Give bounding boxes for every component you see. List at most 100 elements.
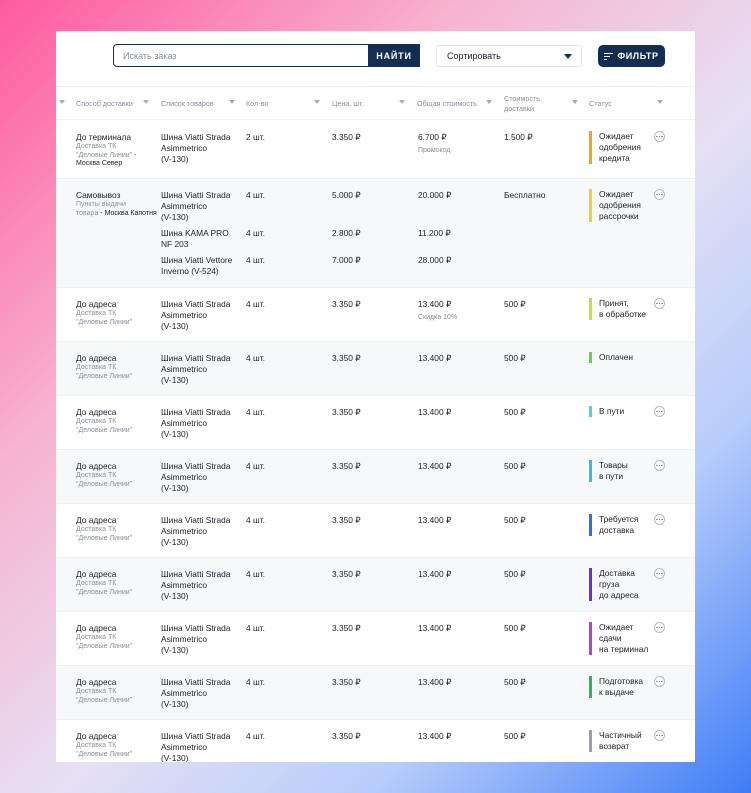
delivery-method-detail: Доставка ТК "Деловые Линии"	[76, 364, 133, 380]
table-row[interactable]: До адреса Доставка ТК "Деловые Линии" Шина …	[56, 342, 695, 396]
delivery-cost: 500 ₽	[504, 677, 526, 687]
more-options-icon[interactable]	[654, 568, 665, 579]
delivery-cost: 500 ₽	[504, 461, 526, 471]
quantity: 4 шт.	[246, 228, 265, 238]
sort-arrow-icon[interactable]	[399, 100, 405, 104]
delivery-cost: 500 ₽	[504, 299, 526, 309]
sort-arrow-icon[interactable]	[59, 100, 65, 104]
product-name[interactable]: Шина Viatti Vettore Inverno (V-524)	[161, 255, 233, 276]
unit-price: 2.800 ₽	[332, 228, 361, 238]
unit-price: 3.350 ₽	[332, 677, 361, 687]
more-options-icon[interactable]	[654, 131, 665, 142]
delivery-method: До адреса Доставка ТК "Деловые Линии"	[76, 569, 160, 597]
delivery-method: До адреса Доставка ТК "Деловые Линии"	[76, 407, 160, 435]
delivery-method-detail: Доставка ТК "Деловые Линии"	[76, 418, 133, 434]
table-row[interactable]: До адреса Доставка ТК "Деловые Линии" Шина …	[56, 720, 695, 762]
quantity: 4 шт.	[246, 677, 265, 687]
total-cost: 6.700 ₽ Промокод	[418, 132, 451, 154]
table-row[interactable]: До терминала Доставка ТК "Деловые Линии" -…	[56, 121, 695, 179]
delivery-cost: 500 ₽	[504, 731, 526, 741]
filter-button[interactable]: ФИЛЬТР	[598, 45, 665, 67]
unit-price: 3.350 ₽	[332, 132, 361, 142]
status-badge: Принят, в обработке	[589, 298, 646, 320]
total-cost: 13.400 ₽	[418, 731, 452, 741]
unit-price: 3.350 ₽	[332, 407, 361, 417]
product-name[interactable]: Шина Viatti Strada Asimmetrico (V-130)	[161, 132, 231, 164]
sort-arrow-icon[interactable]	[314, 100, 320, 104]
quantity: 4 шт.	[246, 299, 265, 309]
delivery-method-title: До адреса	[76, 299, 117, 309]
product-name[interactable]: Шина Viatti Strada Asimmetrico (V-130)	[161, 299, 231, 331]
delivery-method: До адреса Доставка ТК "Деловые Линии"	[76, 731, 160, 759]
quantity: 2 шт.	[246, 132, 265, 142]
delivery-method-title: Самовывоз	[76, 190, 121, 200]
more-options-icon[interactable]	[654, 622, 665, 633]
unit-price: 3.350 ₽	[332, 569, 361, 579]
column-header-delivery-cost: Стоимость доставки	[504, 94, 540, 113]
sort-arrow-icon[interactable]	[657, 100, 663, 104]
delivery-cost: 500 ₽	[504, 515, 526, 525]
delivery-method: Самовывоз Пункты выдачи товара - Москва Ка…	[76, 190, 160, 218]
product-name[interactable]: Шина Viatti Strada Asimmetrico (V-130)	[161, 677, 231, 709]
sort-arrow-icon[interactable]	[486, 100, 492, 104]
sort-arrow-icon[interactable]	[143, 100, 149, 104]
search-button[interactable]: НАЙТИ	[368, 44, 420, 67]
status-badge: Оплачен	[589, 352, 633, 363]
product-name[interactable]: Шина Viatti Strada Asimmetrico (V-130)	[161, 407, 231, 439]
more-options-icon[interactable]	[654, 514, 665, 525]
quantity: 4 шт.	[246, 623, 265, 633]
delivery-method-detail: Доставка ТК "Деловые Линии"	[76, 472, 133, 488]
sort-dropdown[interactable]: Сортировать	[436, 45, 582, 67]
filter-label: ФИЛЬТР	[617, 51, 659, 61]
quantity: 4 шт.	[246, 190, 265, 200]
table-row[interactable]: До адреса Доставка ТК "Деловые Линии" Шина …	[56, 450, 695, 504]
toolbar: НАЙТИ Сортировать ФИЛЬТР	[56, 31, 695, 86]
table-row[interactable]: До адреса Доставка ТК "Деловые Линии" Шина …	[56, 504, 695, 558]
delivery-method-detail: Пункты выдачи товара - Москва Капотня	[76, 201, 157, 217]
status-badge: Частичный возврат	[589, 730, 642, 752]
filter-icon	[604, 52, 614, 60]
table-row[interactable]: До адреса Доставка ТК "Деловые Линии" Шина …	[56, 612, 695, 666]
table-row[interactable]: До адреса Доставка ТК "Деловые Линии" Шина …	[56, 396, 695, 450]
product-name[interactable]: Шина Viatti Strada Asimmetrico (V-130)	[161, 461, 231, 493]
table-row[interactable]: До адреса Доставка ТК "Деловые Линии" Шина …	[56, 288, 695, 342]
more-options-icon[interactable]	[654, 406, 665, 417]
delivery-method: До адреса Доставка ТК "Деловые Линии"	[76, 461, 160, 489]
column-header-price: Цена, шт.	[332, 99, 364, 108]
search-input[interactable]	[113, 44, 420, 67]
delivery-method-detail: Доставка ТК "Деловые Линии"	[76, 688, 133, 704]
more-options-icon[interactable]	[654, 676, 665, 687]
more-options-icon[interactable]	[654, 189, 665, 200]
unit-price: 3.350 ₽	[332, 623, 361, 633]
table-row[interactable]: До адреса Доставка ТК "Деловые Линии" Шина …	[56, 558, 695, 612]
delivery-method-title: До адреса	[76, 569, 117, 579]
delivery-method-detail: Доставка ТК "Деловые Линии" - Москва Севе…	[76, 143, 137, 167]
column-header-status: Статус	[589, 99, 612, 108]
product-name[interactable]: Шина Viatti Strada Asimmetrico (V-130)	[161, 569, 231, 601]
price-note: Промокод	[418, 147, 451, 154]
unit-price: 3.350 ₽	[332, 731, 361, 741]
product-name[interactable]: Шина Viatti Strada Asimmetrico (V-130)	[161, 731, 231, 762]
delivery-method-title: До адреса	[76, 407, 117, 417]
more-options-icon[interactable]	[654, 730, 665, 741]
column-header-delivery: Способ доставки	[76, 99, 133, 108]
table-row[interactable]: До адреса Доставка ТК "Деловые Линии" Шина …	[56, 666, 695, 720]
product-name[interactable]: Шина KAMA PRO NF 203	[161, 228, 229, 249]
delivery-method-title: До адреса	[76, 461, 117, 471]
product-name[interactable]: Шина Viatti Strada Asimmetrico (V-130)	[161, 515, 231, 547]
total-cost: 20.000 ₽	[418, 190, 452, 200]
product-name[interactable]: Шина Viatti Strada Asimmetrico (V-130)	[161, 623, 231, 655]
quantity: 4 шт.	[246, 515, 265, 525]
status-badge: Доставка груза до адреса	[589, 568, 639, 601]
sort-arrow-icon[interactable]	[229, 100, 235, 104]
more-options-icon[interactable]	[654, 460, 665, 471]
delivery-method-detail: Доставка ТК "Деловые Линии"	[76, 742, 133, 758]
more-options-icon[interactable]	[654, 298, 665, 309]
delivery-method: До терминала Доставка ТК "Деловые Линии" -…	[76, 132, 160, 169]
table-row[interactable]: Самовывоз Пункты выдачи товара - Москва Ка…	[56, 179, 695, 288]
product-name[interactable]: Шина Viatti Strada Asimmetrico (V-130)	[161, 353, 231, 385]
sort-arrow-icon[interactable]	[572, 100, 578, 104]
total-cost: 13.400 ₽	[418, 623, 452, 633]
total-cost: 28.000 ₽	[418, 255, 452, 265]
product-name[interactable]: Шина Viatti Strada Asimmetrico (V-130)	[161, 190, 231, 222]
